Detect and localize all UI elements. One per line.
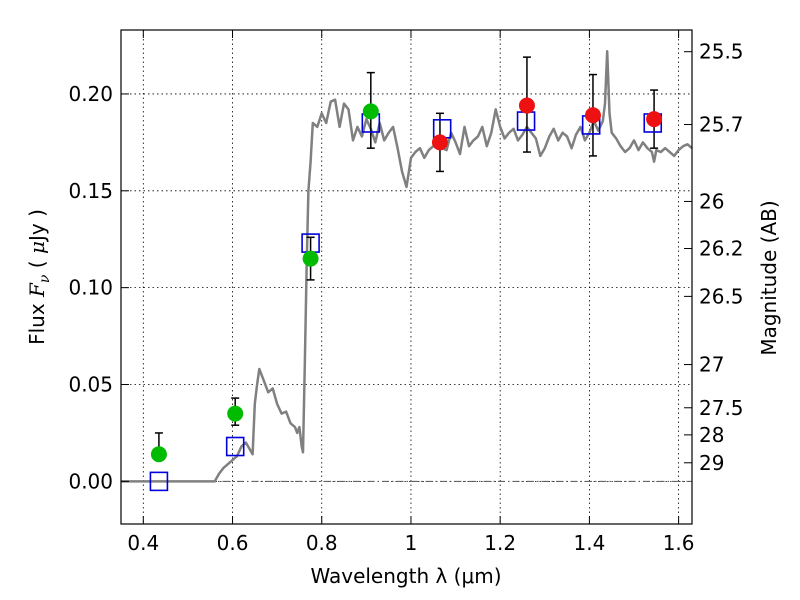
x-tick-label: 1.4	[573, 531, 605, 555]
right-tick-label: 27.5	[699, 396, 744, 420]
y-axis-title: Flux Fν ( μJy )	[25, 209, 53, 345]
observed-flux-point	[362, 103, 379, 120]
y-tick-label: 0.05	[68, 373, 113, 397]
x-tick-label: 1.2	[484, 531, 516, 555]
right-tick-label: 28	[699, 423, 724, 447]
observed-flux-point	[227, 405, 244, 422]
right-tick-label: 29	[699, 451, 724, 475]
x-tick-label: 0.4	[127, 531, 159, 555]
x-tick-label: 0.6	[217, 531, 249, 555]
y-tick-label: 0.00	[68, 469, 113, 493]
data-layer	[121, 50, 693, 492]
y-tick-label: 0.20	[68, 82, 113, 106]
right-tick-label: 25.7	[699, 113, 744, 137]
observed-flux-point	[518, 97, 535, 114]
model-photometry-square	[149, 471, 169, 492]
right-tick-label: 26	[699, 189, 724, 213]
observed-flux-point	[584, 107, 601, 124]
x-tick-label: 1.6	[663, 531, 695, 555]
observed-flux-point	[302, 250, 319, 267]
x-axis-title: Wavelength λ (μm)	[310, 564, 501, 588]
right-tick-label: 26.2	[699, 237, 744, 261]
model-photometry-square	[225, 436, 245, 457]
plot-frame	[120, 29, 693, 525]
observed-flux-point	[646, 111, 663, 128]
right-tick-label: 27	[699, 353, 724, 377]
right-axis-title: Magnitude (AB)	[757, 200, 781, 355]
observed-flux-point	[431, 134, 448, 151]
observed-flux-point	[150, 446, 167, 463]
grid-lines	[121, 30, 692, 524]
right-tick-label: 26.5	[699, 284, 744, 308]
x-tick-label: 0.8	[306, 531, 338, 555]
x-tick-label: 1	[405, 531, 418, 555]
y-tick-label: 0.15	[68, 179, 113, 203]
model-spectrum-line	[121, 50, 693, 483]
y-tick-label: 0.10	[68, 276, 113, 300]
right-tick-label: 25.5	[699, 40, 744, 64]
ticks: 0.4 0.6 0.8 1 1.2 1.4 1.6 0.00 0.05 0.10 0.15 0.20 2…	[68, 30, 744, 555]
